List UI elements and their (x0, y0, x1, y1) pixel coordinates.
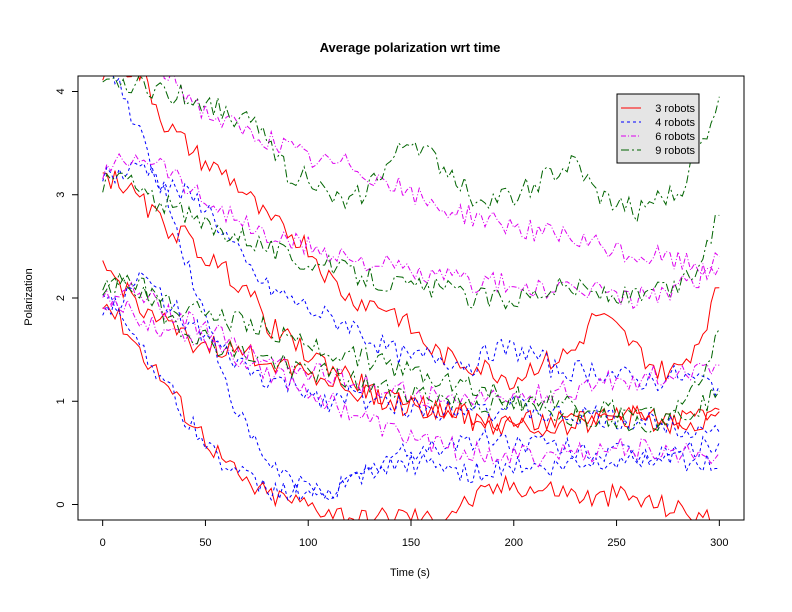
x-axis-label: Time (s) (390, 567, 430, 579)
series-line (102, 260, 720, 437)
series-line (102, 303, 711, 520)
series-line (102, 271, 720, 429)
y-tick-label: 3 (55, 192, 67, 198)
x-tick-label: 0 (100, 537, 106, 549)
series-line (102, 277, 720, 434)
y-axis-label: Polarization (23, 268, 35, 325)
series-line (102, 270, 720, 439)
x-tick-label: 150 (402, 537, 420, 549)
y-axis: 0 1 2 3 4 (55, 88, 79, 508)
series-line (102, 298, 720, 468)
series-layer (102, 76, 720, 520)
x-tick-label: 50 (199, 537, 211, 549)
x-tick-label: 200 (505, 537, 523, 549)
y-tick-label: 4 (55, 88, 67, 94)
legend-label: 6 robots (655, 131, 695, 143)
series-line (102, 152, 720, 310)
series-line (102, 76, 720, 391)
legend-label: 4 robots (655, 117, 695, 129)
series-line (102, 170, 720, 437)
series-line (102, 76, 720, 223)
x-tick-label: 300 (710, 537, 728, 549)
x-axis: 0 50 100 150 200 250 300 (100, 519, 729, 549)
y-tick-label: 1 (55, 398, 67, 404)
series-line (112, 76, 720, 499)
chart-title: Average polarization wrt time (320, 40, 501, 55)
legend-label: 3 robots (655, 103, 695, 115)
legend: 3 robots 4 robots 6 robots 9 robots (616, 93, 700, 164)
series-line (102, 162, 720, 397)
y-tick-label: 2 (55, 295, 67, 301)
legend-label: 9 robots (655, 145, 695, 157)
x-tick-label: 250 (607, 537, 625, 549)
x-tick-label: 100 (299, 537, 317, 549)
legend-box (616, 93, 700, 164)
series-line (102, 172, 720, 310)
series-line (102, 281, 720, 407)
y-tick-label: 0 (55, 501, 67, 507)
